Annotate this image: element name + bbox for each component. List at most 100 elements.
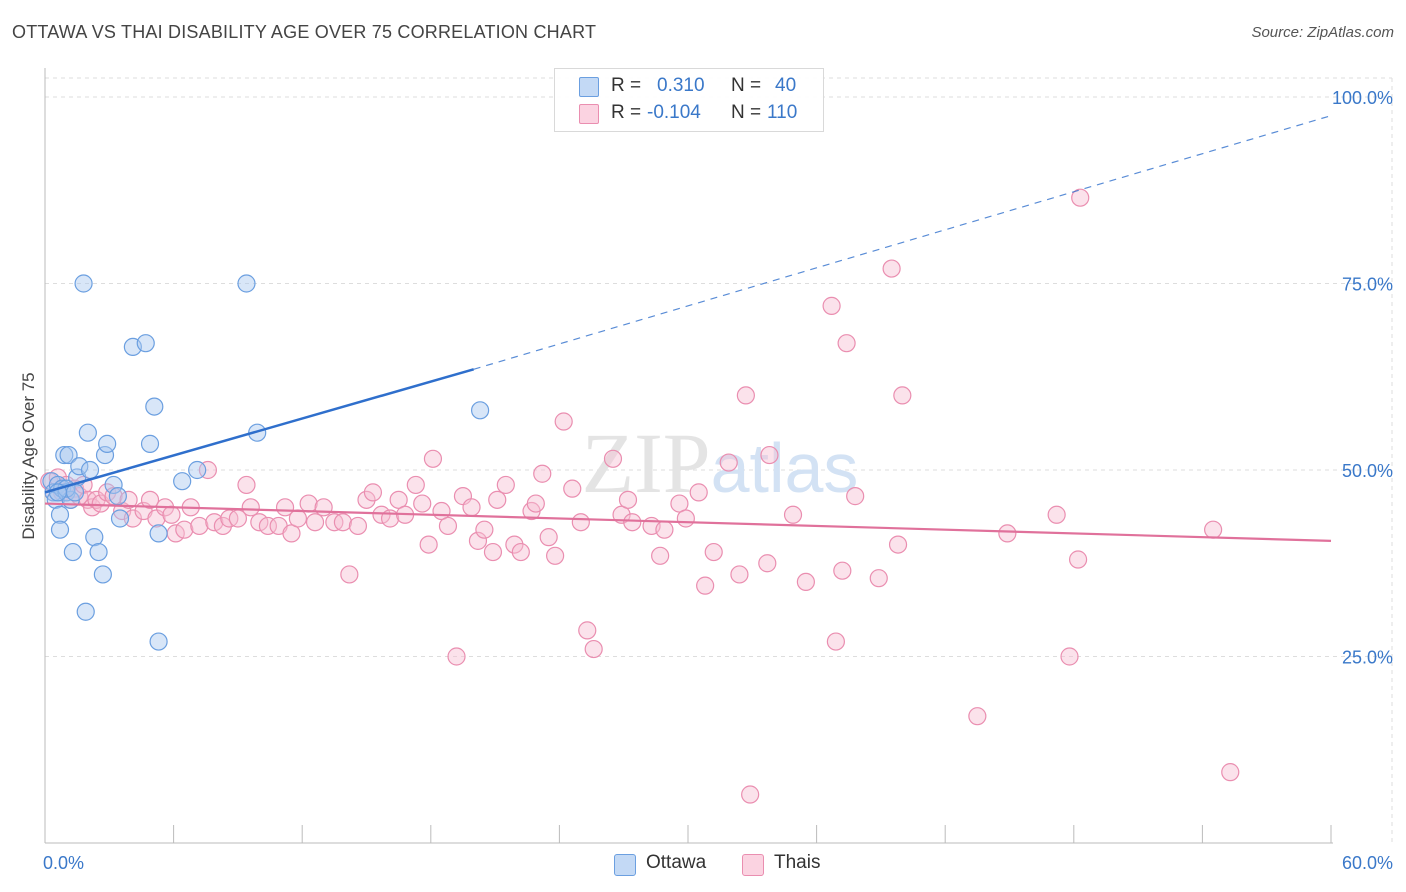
- thai-point: [546, 546, 565, 565]
- ottawa-point: [95, 445, 115, 465]
- thai-point: [822, 296, 841, 315]
- thai-point: [175, 520, 194, 539]
- thai-point: [496, 475, 515, 495]
- thai-point: [623, 513, 642, 532]
- thai-point: [447, 647, 466, 666]
- thai-point: [571, 513, 590, 532]
- thai-point: [578, 621, 597, 640]
- legend-n-value: 110: [767, 102, 798, 123]
- ottawa-point: [74, 274, 93, 293]
- thai-point: [305, 513, 325, 532]
- thai-swatch: [579, 104, 599, 124]
- ottawa-point: [149, 632, 168, 651]
- y-tick-label: 50.0%: [1342, 461, 1393, 481]
- thai-point: [837, 334, 856, 353]
- thai-point: [526, 494, 545, 513]
- thai-point: [655, 520, 674, 539]
- thai-point: [689, 483, 708, 502]
- tick-labels: 25.0% 50.0% 75.0% 100.0% 0.0% 60.0%: [43, 88, 1393, 873]
- axes: [44, 68, 1333, 844]
- ottawa-point: [59, 445, 78, 465]
- thai-point: [796, 572, 815, 592]
- thai-point: [783, 505, 803, 524]
- watermark-zip: ZIP: [582, 415, 711, 511]
- thai-point: [123, 509, 142, 528]
- thai-point: [758, 554, 777, 573]
- ottawa-point: [80, 460, 100, 480]
- ottawa-point: [76, 602, 95, 621]
- thai-point: [423, 449, 443, 468]
- thai-point: [554, 412, 573, 431]
- thai-point: [288, 509, 308, 528]
- thai-point: [505, 535, 524, 554]
- thai-point: [539, 528, 558, 547]
- x-tick-label: 0.0%: [43, 853, 84, 873]
- thai-point: [468, 531, 488, 550]
- thai-point: [475, 520, 494, 539]
- thai-point: [357, 490, 376, 509]
- thai-point: [119, 490, 138, 509]
- thai-point: [241, 498, 260, 517]
- ottawa-point: [110, 509, 130, 528]
- thai-point: [333, 513, 353, 532]
- thai-point: [676, 509, 695, 528]
- ottawa-point: [108, 487, 127, 506]
- thai-point: [730, 565, 749, 584]
- thai-point: [483, 542, 503, 562]
- thai-point: [696, 576, 715, 595]
- y-tick-label: 25.0%: [1342, 648, 1393, 668]
- source-label: Source: ZipAtlas.com: [1251, 24, 1394, 41]
- ottawa-point: [50, 520, 70, 539]
- thai-point: [488, 490, 507, 509]
- ottawa-point: [149, 524, 168, 543]
- ottawa-point: [104, 475, 123, 495]
- y-tick-label: 100.0%: [1332, 88, 1393, 108]
- thai-point: [736, 386, 755, 405]
- ottawa-point: [98, 434, 117, 453]
- thai-point: [314, 498, 333, 517]
- legend-n-label: N =: [731, 75, 762, 96]
- y-axis-label: Disability Age Over 75: [19, 372, 38, 539]
- ottawa-point: [470, 401, 490, 420]
- chart-title: OTTAWA VS THAI DISABILITY AGE OVER 75 CO…: [12, 22, 597, 42]
- ottawa-point: [78, 423, 97, 442]
- thai-point: [198, 460, 217, 480]
- thai-point: [760, 445, 779, 465]
- thai-swatch: [742, 854, 764, 876]
- ottawa-point: [63, 542, 82, 562]
- trend-lines: [44, 115, 1332, 542]
- ottawa-trend-line: [44, 368, 475, 494]
- thai-point: [741, 785, 760, 804]
- x-tick-label: 60.0%: [1342, 853, 1393, 873]
- thai-point: [438, 516, 458, 536]
- ottawa-point: [140, 434, 160, 453]
- ottawa-point: [145, 397, 164, 416]
- ottawa-swatch: [579, 77, 599, 97]
- thai-point: [340, 565, 359, 584]
- thai-point: [968, 707, 987, 726]
- thai-point: [1068, 550, 1088, 569]
- thai-point: [584, 639, 603, 659]
- ottawa-point: [188, 460, 207, 480]
- thai-point: [462, 498, 481, 517]
- ottawa-point: [173, 472, 192, 491]
- thai-point: [826, 632, 845, 651]
- thai-point: [190, 516, 209, 536]
- thai-point: [419, 535, 438, 554]
- legend-r-label: R =: [611, 75, 642, 96]
- legend: R = 0.310 N = 40 R = -0.104 N = 110: [554, 68, 824, 132]
- thai-point: [237, 475, 256, 495]
- ottawa-point: [237, 274, 256, 293]
- ottawa-point: [70, 457, 89, 476]
- thai-point: [1071, 188, 1090, 207]
- thai-point: [406, 475, 425, 495]
- thai-point: [618, 490, 638, 509]
- thai-point: [893, 386, 912, 405]
- ottawa-point: [136, 334, 155, 353]
- thai-point: [719, 453, 738, 472]
- thai-point: [882, 259, 901, 278]
- legend-r-value: -0.104: [647, 102, 701, 123]
- ottawa-swatch: [614, 854, 636, 876]
- bottom-legend-thais-label: Thais: [774, 852, 821, 873]
